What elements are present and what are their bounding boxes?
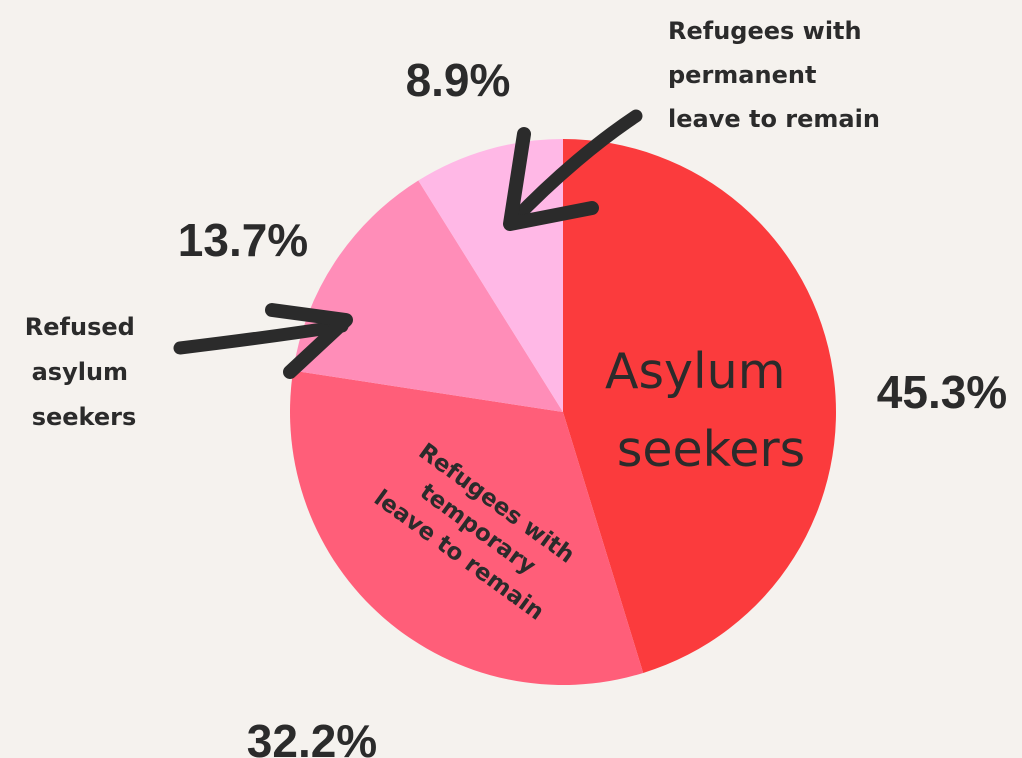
value-label-temporary-leave: 32.2% bbox=[247, 715, 377, 758]
slice-temporary-leave bbox=[289, 370, 644, 685]
arrow-refused-asylum-icon bbox=[173, 303, 353, 379]
slice-asylum-seekers bbox=[563, 139, 837, 673]
value-label-asylum-seekers: 45.3% bbox=[877, 366, 1007, 418]
value-label-permanent-leave: 8.9% bbox=[406, 54, 511, 106]
arrow-permanent-leave-icon bbox=[503, 109, 643, 231]
slice-label-refused-asylum: Refused asylum seekers bbox=[25, 313, 143, 431]
slice-label-asylum-seekers: Asylum seekers bbox=[605, 343, 805, 478]
value-label-refused-asylum: 13.7% bbox=[178, 214, 308, 266]
slice-label-permanent-leave: Refugees with permanent leave to remain bbox=[668, 17, 880, 133]
slice-refused-asylum bbox=[293, 180, 563, 412]
pie-slices bbox=[289, 139, 837, 685]
